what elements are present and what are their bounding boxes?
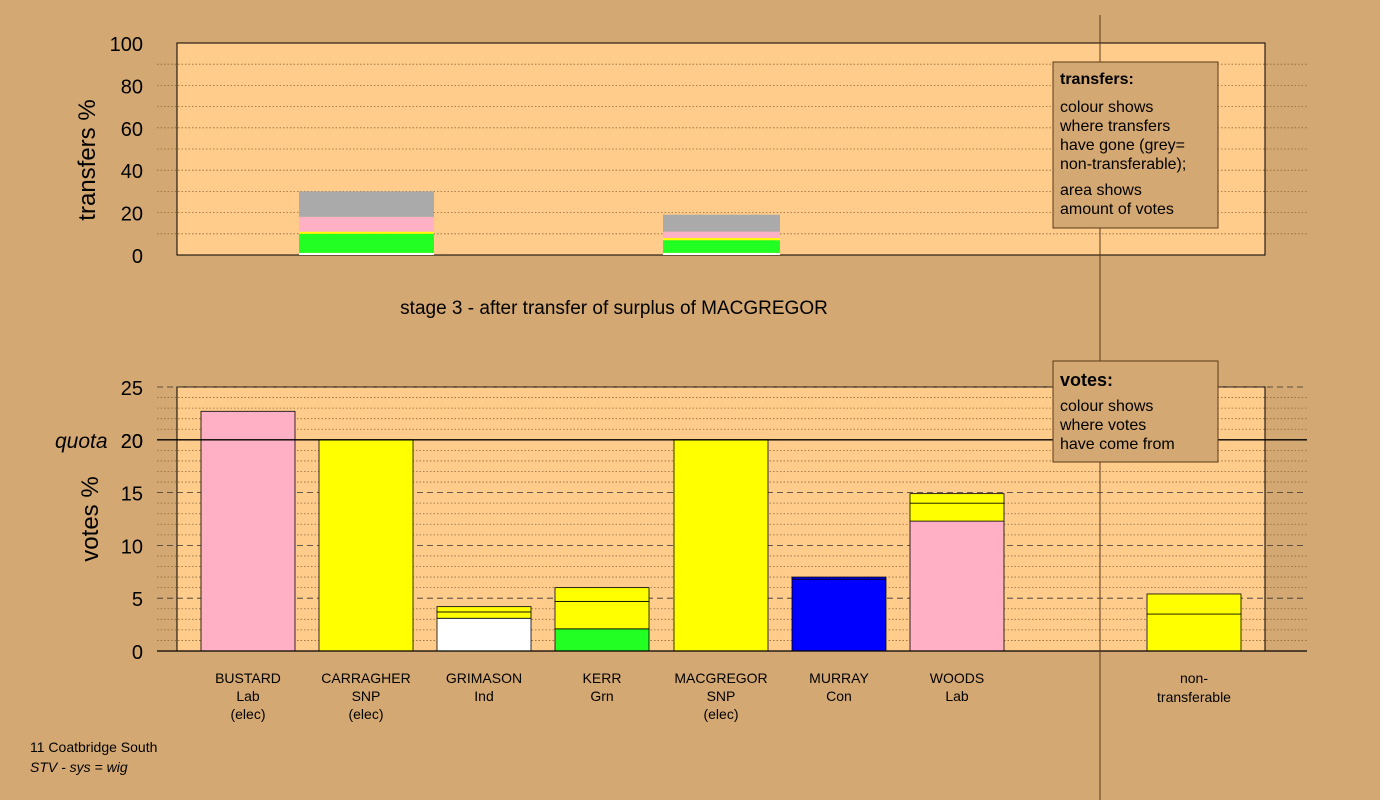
votes-legend: votes: colour shows where votes have com… [1052,360,1219,463]
votes-legend-line: have come from [1060,436,1175,453]
transfers-y-tick-label: 80 [121,76,143,98]
vote-bar-segment [554,600,650,630]
candidate-name: GRIMASON [446,670,522,686]
candidate-name: CARRAGHER [321,670,410,686]
transfer-bar-segment [663,238,780,241]
vote-bar-segment [909,493,1005,504]
candidate-label: MACGREGOR SNP (elec) [674,670,767,722]
transfer-bar-segment [299,252,434,255]
votes-y-tick-label: 0 [132,642,143,664]
votes-y-tick-label: 20 [121,431,143,453]
vote-bar-segment [791,578,887,652]
votes-legend-box [1052,360,1219,463]
transfer-bar-segment [299,233,434,253]
transfers-legend-line: non-transferable); [1060,156,1186,173]
nontransferable-label: non- transferable [1157,670,1231,705]
candidate-label: CARRAGHER SNP (elec) [321,670,410,722]
transfers-y-axis-label: transfers % [74,99,101,220]
candidate-label: KERR Grn [583,670,622,704]
candidate-party: Con [826,688,852,704]
ward-name: 11 Coatbridge South [30,739,157,755]
vote-bar-segment [318,439,414,652]
nontransferable-label-line: transferable [1157,689,1231,705]
candidate-label: BUSTARD Lab (elec) [215,670,281,722]
transfers-legend-line: have gone (grey= [1060,137,1185,154]
candidate-party: Grn [590,688,613,704]
candidate-name: MURRAY [809,670,869,686]
candidate-party: Lab [236,688,260,704]
votes-y-tick-label: 10 [121,536,143,558]
transfers-y-tick-label: 0 [132,246,143,268]
quota-value-label: 20 [121,431,143,453]
candidate-label: WOODS Lab [930,670,984,704]
transfers-legend: transfers: colour shows where transfers … [1052,61,1219,229]
candidate-status: (elec) [348,706,383,722]
candidate-name: BUSTARD [215,670,281,686]
candidate-party: SNP [707,688,736,704]
nontransferable-label-line: non- [1180,670,1208,686]
candidate-party: Ind [474,688,493,704]
transfers-y-tick-label: 100 [110,34,143,56]
vote-bar-segment [554,628,650,652]
votes-y-axis-label: votes % [77,476,104,561]
transfer-bar-segment [299,191,434,217]
transfers-legend-line: where transfers [1059,118,1170,135]
transfers-y-tick-label: 60 [121,119,143,141]
votes-legend-line: colour shows [1060,398,1153,415]
candidate-party: SNP [352,688,381,704]
vote-bar-segment [436,617,532,652]
candidate-party: Lab [945,688,969,704]
transfers-bars [299,191,780,255]
transfers-legend-box [1052,61,1219,229]
vote-bar-segment [791,576,887,580]
voting-system: STV - sys = wig [30,759,128,775]
transfer-bar-segment [663,252,780,255]
votes-bars: 20 [121,410,1307,652]
transfers-legend-line: area shows [1060,182,1142,199]
vote-bar-segment [909,520,1005,652]
candidate-labels: BUSTARD Lab (elec) CARRAGHER SNP (elec) GRIMAS… [215,670,984,722]
vote-bar-segment [909,502,1005,522]
candidate-label: GRIMASON Ind [446,670,522,704]
quota-label: quota [55,430,108,453]
transfer-bar-segment [663,240,780,253]
candidate-name: MACGREGOR [674,670,767,686]
votes-y-tick-label: 5 [132,589,143,611]
votes-y-ticks: 0 5 10 15 20 25 [121,378,143,664]
transfers-y-tick-label: 20 [121,204,143,226]
candidate-name: WOODS [930,670,984,686]
vote-bar-segment [554,587,650,602]
vote-bar-segment [200,410,296,652]
stage-caption: stage 3 - after transfer of surplus of M… [400,298,828,319]
votes-y-tick-label: 25 [121,378,143,400]
vote-bar-segment [1146,593,1242,615]
vote-bar-segment [673,439,769,652]
candidate-label: MURRAY Con [809,670,869,704]
transfers-y-tick-label: 40 [121,161,143,183]
votes-y-tick-label: 15 [121,484,143,506]
transfer-bar-segment [299,231,434,234]
candidate-status: (elec) [230,706,265,722]
transfer-bar-segment [299,216,434,232]
vote-bar-segment [436,606,532,613]
transfers-legend-line: colour shows [1060,99,1153,116]
transfers-y-ticks: 0 20 40 60 80 100 [110,34,143,268]
candidate-status: (elec) [703,706,738,722]
votes-legend-line: where votes [1059,417,1146,434]
votes-legend-title: votes: [1060,370,1113,390]
candidate-name: KERR [583,670,622,686]
vote-bar-segment [436,611,532,619]
transfer-bar-segment [663,231,780,239]
vote-bar-segment [1146,613,1242,652]
transfer-bar-segment [663,214,780,232]
transfers-legend-title: transfers: [1060,71,1134,88]
transfers-legend-line: amount of votes [1060,201,1174,218]
